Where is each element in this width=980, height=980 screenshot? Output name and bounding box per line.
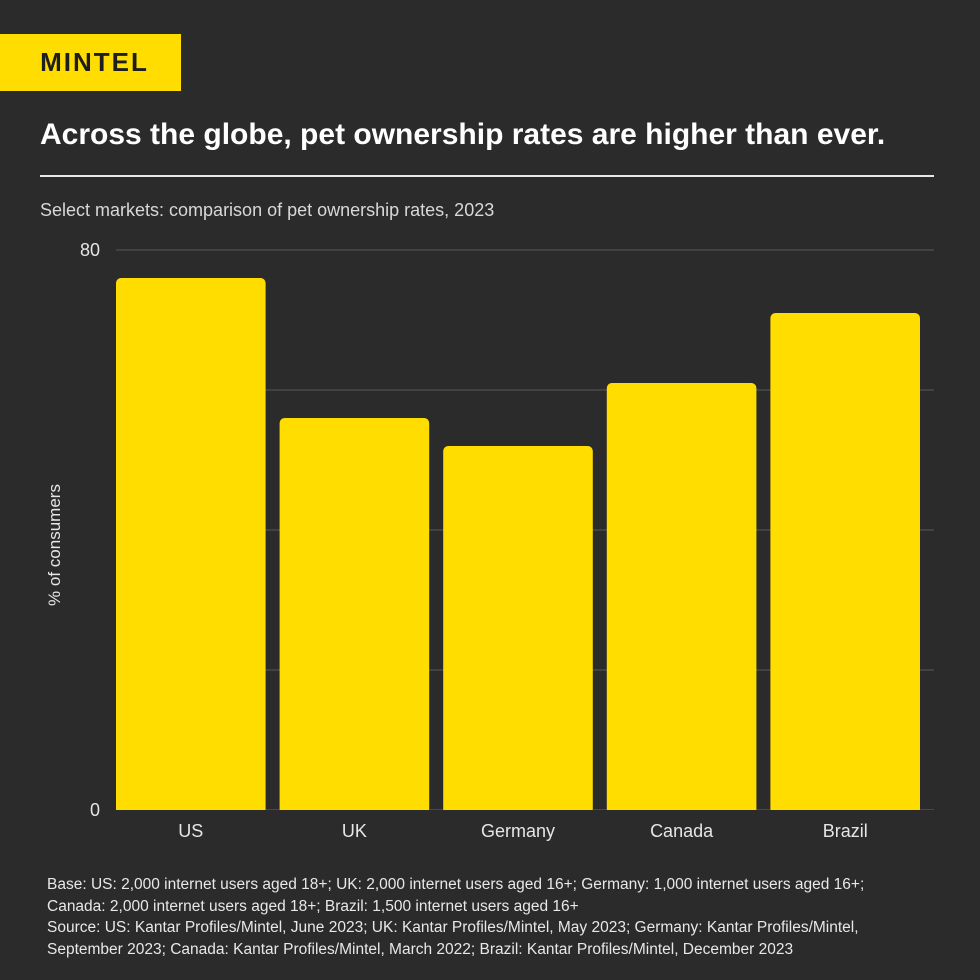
x-tick-label-brazil: Brazil [823, 821, 868, 841]
base-line-2: Canada: 2,000 internet users aged 18+; B… [47, 897, 579, 915]
x-tick-label-canada: Canada [650, 821, 714, 841]
bar-germany [443, 446, 593, 814]
bar-canada [606, 383, 757, 814]
chart-subtitle: Select markets: comparison of pet owners… [40, 200, 495, 220]
mintel-logo: MINTEL [0, 34, 181, 91]
y-tick-labels: 0 80 [80, 240, 100, 820]
baseline-mask [116, 810, 934, 816]
logo-text: MINTEL [40, 47, 149, 77]
y-tick-label: 80 [80, 240, 100, 260]
x-tick-labels: US UK Germany Canada Brazil [178, 821, 867, 841]
bar-uk [279, 418, 430, 814]
bar-us [116, 278, 266, 814]
y-axis-label: % of consumers [45, 484, 64, 606]
y-tick-label: 0 [90, 800, 100, 820]
source-line-2: September 2023; Canada: Kantar Profiles/… [47, 940, 794, 958]
source-line-1: Source: US: Kantar Profiles/Mintel, June… [47, 919, 859, 936]
chart-title: Across the globe, pet ownership rates ar… [40, 118, 886, 151]
bars [116, 278, 934, 816]
footnotes: Base: US: 2,000 internet users aged 18+;… [47, 874, 947, 960]
x-tick-label-germany: Germany [481, 821, 555, 841]
bar-chart: US UK Germany Canada Brazil 0 80 % of consume… [45, 240, 934, 841]
title-divider [40, 175, 934, 177]
x-tick-label-us: US [178, 821, 203, 841]
x-tick-label-uk: UK [342, 821, 367, 841]
bar-brazil [770, 313, 920, 814]
base-line-1: Base: US: 2,000 internet users aged 18+;… [47, 876, 865, 893]
